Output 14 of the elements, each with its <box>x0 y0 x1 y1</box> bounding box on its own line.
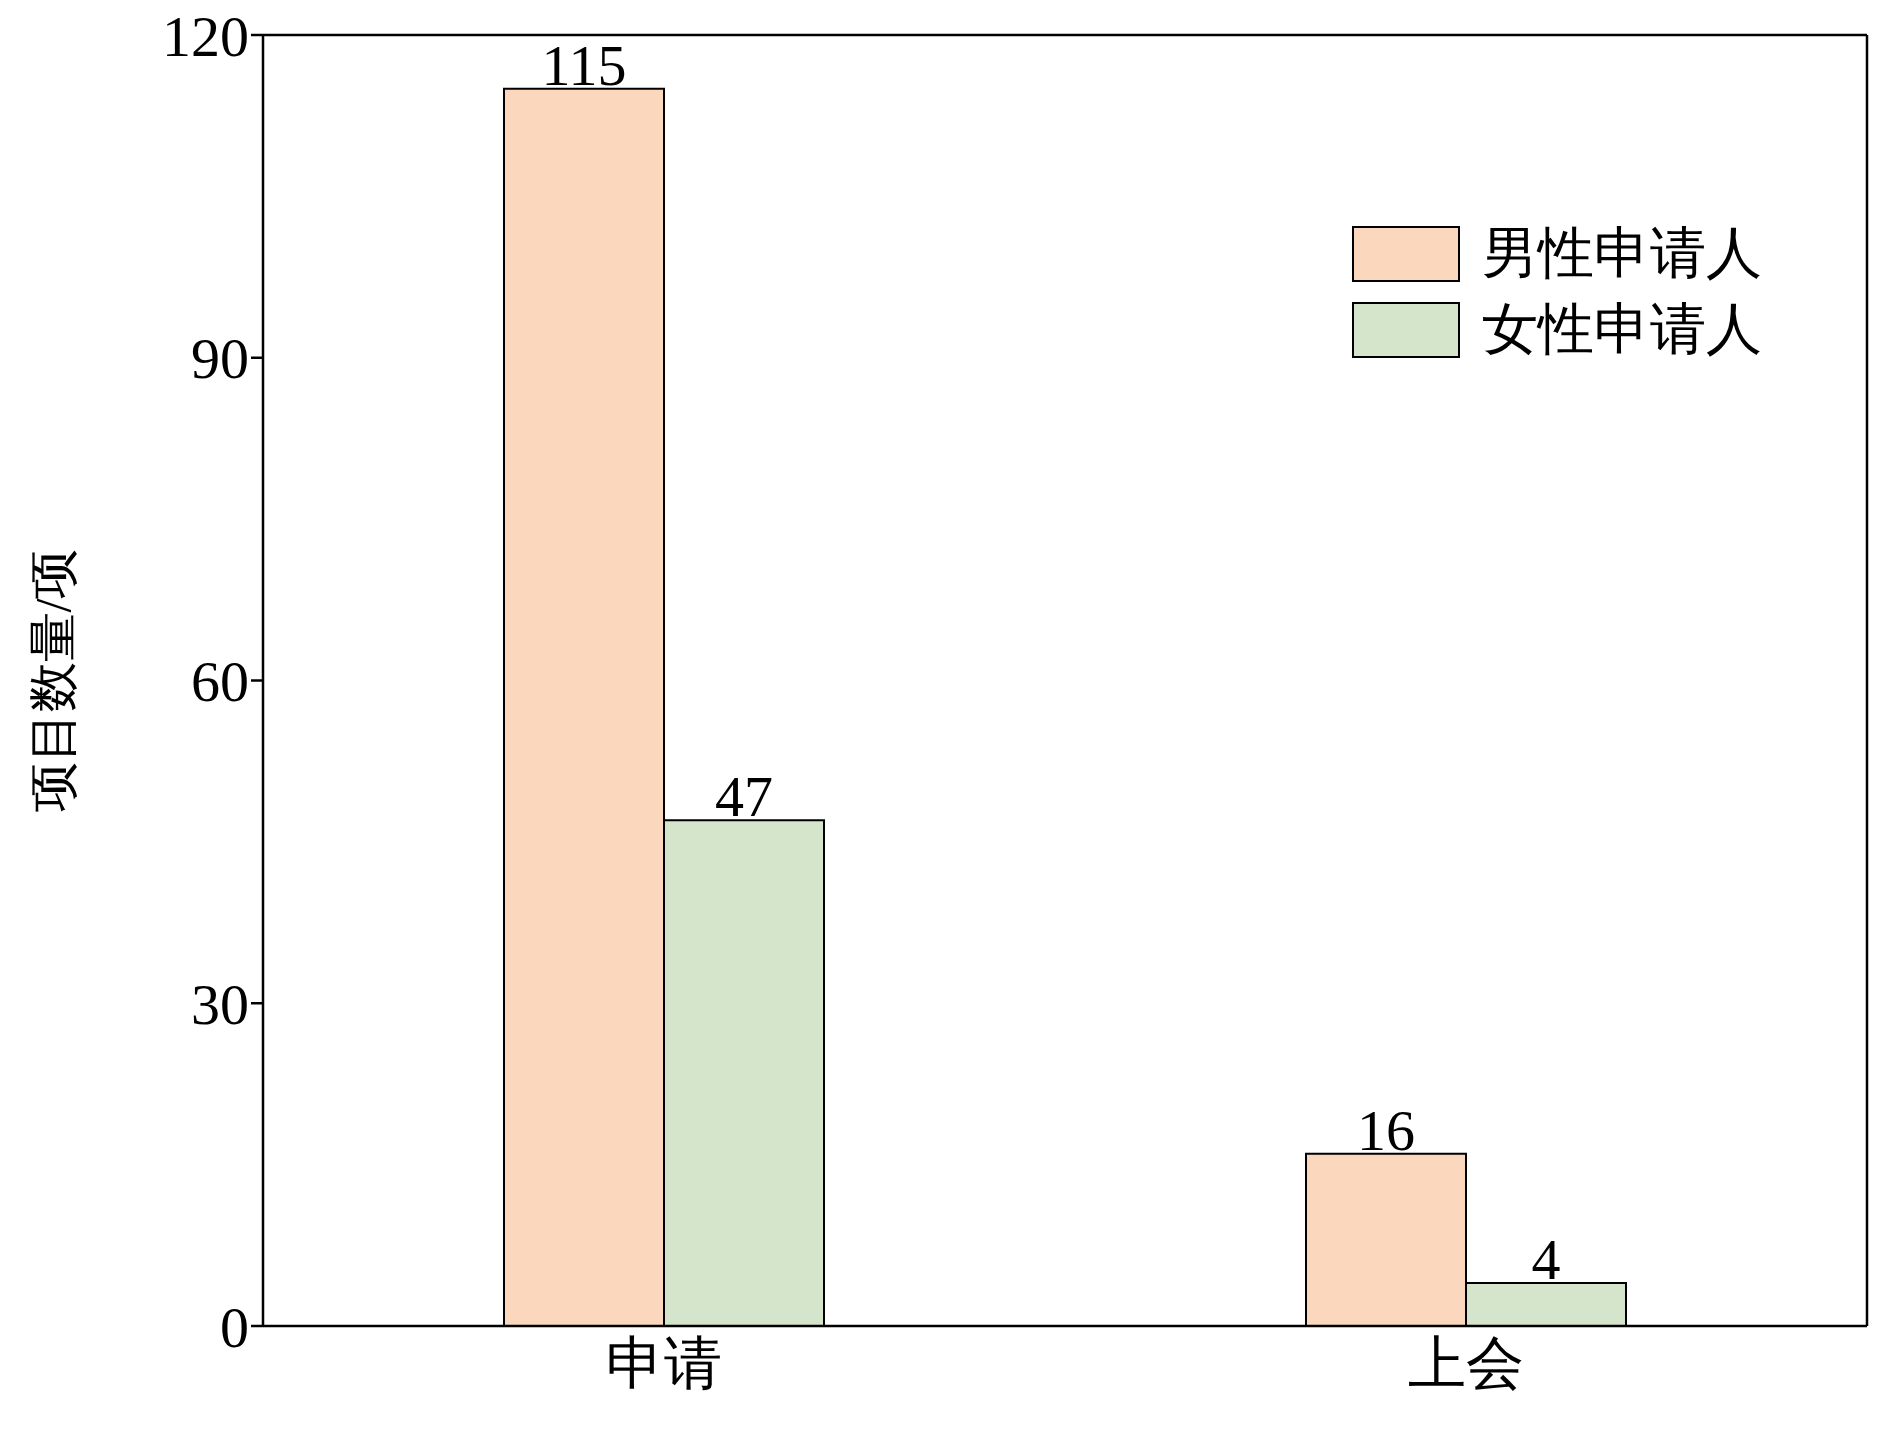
data-label: 4 <box>1531 1226 1561 1292</box>
data-label: 47 <box>715 764 773 830</box>
x-tick-label: 申请 <box>606 1331 722 1397</box>
y-tick-label: 0 <box>220 1294 249 1360</box>
legend-label: 男性申请人 <box>1482 221 1762 286</box>
y-tick-label: 90 <box>191 326 249 392</box>
y-tick-label: 120 <box>162 3 249 69</box>
data-label: 16 <box>1357 1097 1415 1163</box>
y-tick-label: 60 <box>191 649 249 715</box>
y-axis-title: 项目数量/项 <box>25 548 81 813</box>
y-tick-label: 30 <box>191 971 249 1037</box>
x-tick-label: 上会 <box>1408 1331 1524 1397</box>
data-label: 115 <box>541 32 627 98</box>
legend-label: 女性申请人 <box>1482 297 1762 362</box>
